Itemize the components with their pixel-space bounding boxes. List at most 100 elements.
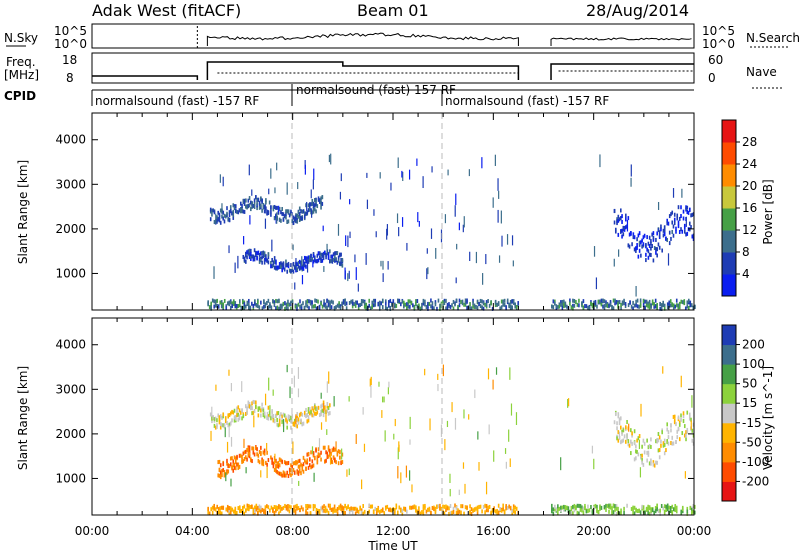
heatmap-cell [674,507,677,512]
heatmap-cell [258,508,261,513]
heatmap-cell [517,301,520,306]
heatmap-cell [380,260,382,267]
heatmap-cell [578,298,580,303]
heatmap-cell [207,506,209,511]
x-tick-label: 16:00 [476,524,511,538]
heatmap-cell [608,509,610,514]
heatmap-cell [409,299,411,304]
heatmap-cell [226,206,228,211]
heatmap-cell [653,510,655,515]
heatmap-cell [324,409,326,414]
heatmap-cell [620,229,622,234]
nsky-line [206,32,519,46]
heatmap-cell [222,302,225,307]
heatmap-cell [490,300,492,305]
heatmap-cell [609,299,612,304]
heatmap-cell [320,257,322,262]
heatmap-cell [469,302,471,307]
heatmap-cell [503,509,506,514]
heatmap-cell [641,460,643,465]
heatmap-cell [313,207,316,212]
heatmap-cell [390,302,393,307]
heatmap-cell [278,206,281,211]
heatmap-cell [485,303,488,308]
heatmap-cell [630,428,632,433]
heatmap-cell [599,154,601,168]
heatmap-cell [295,460,297,465]
heatmap-cell [287,299,289,304]
heatmap-cell [303,305,306,310]
heatmap-cell [688,412,691,417]
heatmap-cell [563,504,565,509]
heatmap-cell [384,305,387,310]
heatmap-cell [323,302,325,307]
heatmap-cell [476,299,479,304]
heatmap-cell [235,303,238,308]
heatmap-cell [310,465,312,470]
heatmap-cell [650,458,652,463]
heatmap-cell [281,304,283,309]
heatmap-cell [278,306,280,311]
colorbar-tick-label: 4 [742,267,750,281]
heatmap-cell [361,479,363,490]
heatmap-cell [378,303,381,308]
heatmap-cell [306,412,309,417]
heatmap-cell [651,243,653,248]
heatmap-cell [290,211,292,216]
heatmap-cell [482,301,485,306]
heatmap-cell [290,209,292,214]
heatmap-cell [270,305,273,310]
heatmap-cell [616,421,618,426]
heatmap-cell [330,507,333,512]
heatmap-cell [315,510,318,515]
heatmap-cell [228,412,231,417]
heatmap-cell [682,419,685,424]
heatmap-cell [232,209,235,214]
heatmap-cell [305,300,307,305]
heatmap-cell [671,220,674,225]
heatmap-cell [497,301,500,306]
heatmap-cell [223,213,226,218]
heatmap-cell [308,406,311,411]
heatmap-cell [263,300,265,305]
heatmap-cell [617,412,620,417]
heatmap-cell [630,304,633,309]
heatmap-cell [268,377,270,391]
heatmap-cell [354,303,357,308]
heatmap-cell [633,441,636,446]
heatmap-cell [227,217,230,222]
heatmap-cell [263,204,266,209]
heatmap-cell [319,251,321,256]
heatmap-cell [321,408,324,413]
colorbar-swatch [722,383,736,404]
heatmap-cell [326,401,329,406]
heatmap-cell [371,300,374,305]
nsky-tick-bottom: 10^0 [54,37,87,51]
heatmap-cell [632,505,634,510]
heatmap-cell [296,503,298,508]
heatmap-cell [345,235,347,246]
heatmap-cell [226,441,229,453]
heatmap-cell [400,472,402,484]
heatmap-cell [216,423,218,428]
heatmap-cell [306,259,309,264]
heatmap-cell [271,414,273,419]
heatmap-cell [270,416,272,421]
heatmap-cell [263,304,265,309]
heatmap-cell [257,250,260,255]
x-tick-label: 00:00 [677,524,712,538]
heatmap-cell [437,298,440,303]
heatmap-cell [275,508,277,513]
heatmap-cell [668,300,671,305]
heatmap-cell [630,439,632,444]
heatmap-cell [600,298,603,303]
heatmap-cell [239,209,242,214]
heatmap-cell [327,445,330,450]
heatmap-cell [344,302,346,307]
heatmap-cell [312,413,315,418]
heatmap-cell [636,438,638,443]
heatmap-cell [253,257,256,262]
heatmap-cell [286,269,288,274]
heatmap-cell [663,504,666,509]
heatmap-cell [238,303,241,308]
